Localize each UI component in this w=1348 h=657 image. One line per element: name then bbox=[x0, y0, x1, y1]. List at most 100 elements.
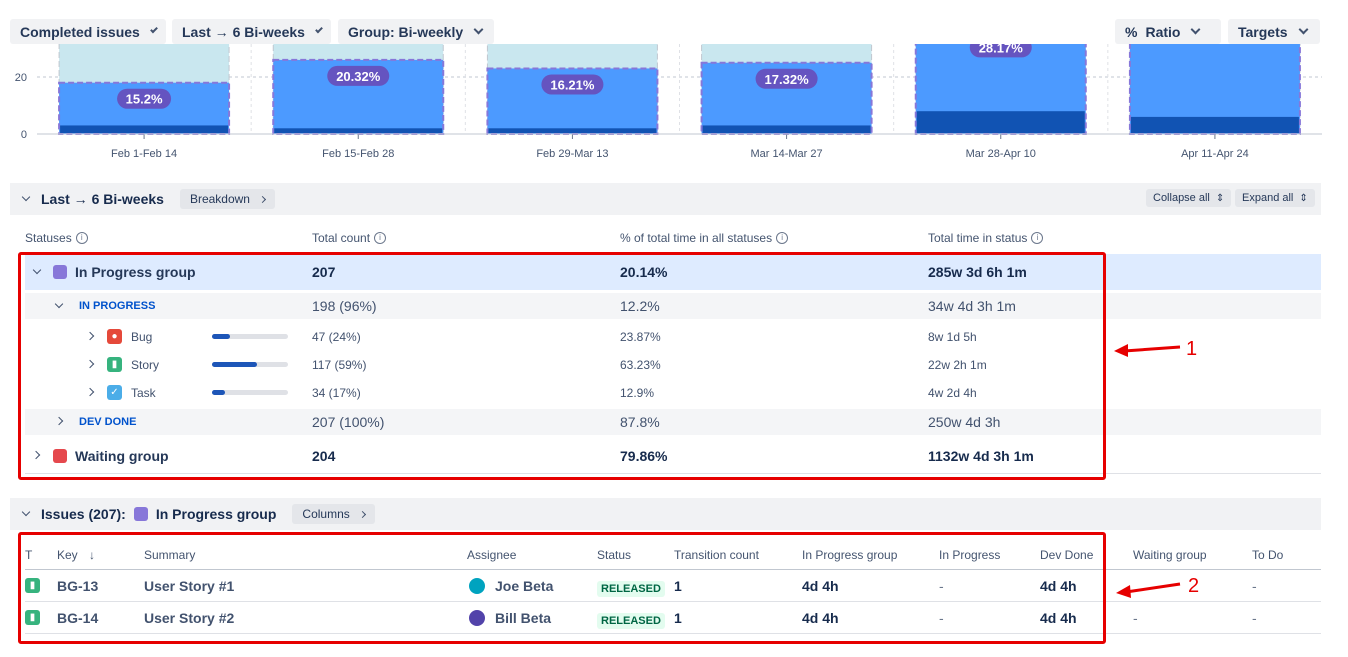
dev-done-time: 4d 4h bbox=[1040, 610, 1077, 626]
chevron-down-icon bbox=[149, 25, 158, 34]
ratio-label: 20.32% bbox=[336, 69, 381, 84]
assignee-name: Bill Beta bbox=[495, 610, 552, 626]
status-row-bug[interactable]: ● Bug 47 (24%) 23.87% 8w 1d 5h bbox=[25, 325, 1321, 349]
info-icon[interactable]: i bbox=[374, 232, 387, 244]
to-do-time: - bbox=[1252, 610, 1257, 626]
col-total-time: Total time in status i bbox=[928, 231, 1044, 245]
x-tick-label: Feb 1-Feb 14 bbox=[111, 148, 177, 160]
info-icon[interactable]: i bbox=[75, 232, 88, 244]
status-time: 8w 1d 5h bbox=[928, 330, 977, 344]
ratio-label-pill bbox=[969, 44, 1032, 58]
ratio-label: 28.17% bbox=[979, 44, 1024, 55]
th-summary[interactable]: Summary bbox=[144, 548, 196, 562]
info-icon[interactable]: i bbox=[1031, 232, 1044, 244]
x-tick-label: Feb 15-Feb 28 bbox=[322, 148, 394, 160]
issue-summary[interactable]: User Story #1 bbox=[144, 578, 235, 594]
collapse-all-button[interactable]: Collapse all ⇕ bbox=[1146, 189, 1232, 207]
th-transition-count[interactable]: Transition count bbox=[674, 548, 759, 562]
group-color-swatch bbox=[53, 265, 67, 279]
avatar bbox=[469, 578, 485, 594]
breakdown-button[interactable]: Breakdown bbox=[179, 189, 275, 209]
transition-count: 1 bbox=[674, 578, 682, 594]
story-icon: ▮ bbox=[25, 610, 40, 625]
col-percent-time: % of total time in all statuses i bbox=[620, 231, 789, 245]
assignee-name: Joe Beta bbox=[495, 578, 554, 594]
y-tick-label: 20 bbox=[15, 72, 27, 84]
completed-issues-chart: 0 20 15.2% Feb 1-Feb 14 20.32% Feb 15-Feb 28 1… bbox=[15, 44, 1322, 160]
metric-dropdown[interactable]: Completed issues bbox=[10, 19, 166, 44]
ratio-label: 15.2% bbox=[126, 92, 163, 107]
ratio-dropdown[interactable]: % Ratio bbox=[1115, 19, 1221, 44]
chevron-right-icon bbox=[358, 510, 366, 518]
col-total-count-label: Total count bbox=[312, 231, 371, 245]
status-row-waiting-group[interactable]: Waiting group 204 79.86% 1132w 4d 3h 1m bbox=[25, 440, 1321, 472]
status-time: 34w 4d 3h 1m bbox=[928, 298, 1016, 314]
th-key[interactable]: Key ↓ bbox=[57, 548, 95, 562]
chevron-down-icon bbox=[315, 25, 323, 34]
th-status[interactable]: Status bbox=[597, 548, 632, 562]
ratio-label-pill bbox=[117, 88, 172, 109]
range-dropdown[interactable]: Last → 6 Bi-weeks bbox=[172, 19, 331, 44]
issuetype-name: Story bbox=[131, 358, 160, 372]
status-badge-label: RELEASED bbox=[597, 581, 665, 597]
status-percent: 87.8% bbox=[620, 414, 660, 430]
bug-icon: ● bbox=[107, 329, 122, 344]
collapse-all-label: Collapse all bbox=[1153, 192, 1210, 204]
metric-label: Completed issues bbox=[20, 23, 140, 40]
annotation-box-1 bbox=[18, 252, 1106, 480]
bar-dark bbox=[702, 125, 871, 133]
ratio-label-pill bbox=[327, 65, 390, 86]
divider bbox=[25, 601, 1321, 602]
bar-dark bbox=[1130, 116, 1299, 133]
in-progress-group-time: 4d 4h bbox=[802, 578, 839, 594]
annotation-label-2: 2 bbox=[1188, 575, 1200, 597]
avatar bbox=[469, 610, 485, 626]
status-percent: 23.87% bbox=[620, 330, 661, 344]
th-in-progress-group[interactable]: In Progress group bbox=[802, 548, 898, 562]
th-dev-done[interactable]: Dev Done bbox=[1040, 548, 1094, 562]
chevron-down-icon bbox=[473, 24, 484, 35]
x-tick-label: Apr 11-Apr 24 bbox=[1181, 148, 1249, 160]
th-type[interactable]: T bbox=[25, 548, 33, 562]
breakdown-title: Last → 6 Bi-weeks bbox=[41, 191, 164, 207]
info-icon[interactable]: i bbox=[776, 232, 789, 244]
status-time: 4w 2d 4h bbox=[928, 386, 977, 400]
y-tick-label: 0 bbox=[21, 129, 27, 141]
divider bbox=[25, 473, 1321, 474]
status-row-task[interactable]: ✓ Task 34 (17%) 12.9% 4w 2d 4h bbox=[25, 381, 1321, 405]
status-row-story[interactable]: ▮ Story 117 (59%) 63.23% 22w 2h 1m bbox=[25, 353, 1321, 377]
collapse-caret-icon[interactable] bbox=[21, 192, 31, 202]
share-bar bbox=[212, 362, 288, 367]
th-waiting-group[interactable]: Waiting group bbox=[1133, 548, 1207, 562]
status-count: 47 (24%) bbox=[312, 330, 361, 344]
col-total-count: Total count i bbox=[312, 231, 387, 245]
th-assignee[interactable]: Assignee bbox=[467, 548, 517, 562]
columns-button[interactable]: Columns bbox=[292, 504, 375, 524]
ratio-label: 16.21% bbox=[550, 77, 595, 92]
issues-title: Issues (207): bbox=[41, 506, 126, 522]
ratio-label-pill bbox=[755, 68, 818, 89]
group-dropdown[interactable]: Group: Bi-weekly bbox=[338, 19, 494, 44]
expand-icon: ⇕ bbox=[1299, 192, 1308, 204]
col-total-time-label: Total time in status bbox=[928, 231, 1028, 245]
status-count: 207 (100%) bbox=[312, 414, 385, 430]
status-name: DEV DONE bbox=[79, 416, 137, 428]
in-progress-group-time: 4d 4h bbox=[802, 610, 839, 626]
expand-all-button[interactable]: Expand all ⇕ bbox=[1235, 189, 1315, 207]
ratio-label: Ratio bbox=[1145, 23, 1181, 40]
collapse-caret-icon[interactable] bbox=[21, 507, 31, 517]
th-to-do[interactable]: To Do bbox=[1252, 548, 1284, 562]
targets-dropdown[interactable]: Targets bbox=[1228, 19, 1320, 44]
annotation-box-2 bbox=[18, 532, 1106, 644]
issue-summary[interactable]: User Story #2 bbox=[144, 610, 235, 626]
columns-button-label: Columns bbox=[302, 507, 350, 521]
issuetype-name: Task bbox=[131, 386, 156, 400]
status-count: 117 (59%) bbox=[312, 358, 367, 372]
col-statuses: Statuses i bbox=[25, 231, 88, 245]
th-in-progress[interactable]: In Progress bbox=[939, 548, 1001, 562]
issue-key-link[interactable]: BG-14 bbox=[57, 610, 99, 626]
status-name: Waiting group bbox=[75, 448, 169, 464]
issue-key-link[interactable]: BG-13 bbox=[57, 578, 99, 594]
x-tick-label: Mar 28-Apr 10 bbox=[966, 148, 1036, 160]
status-percent: 12.2% bbox=[620, 298, 660, 314]
